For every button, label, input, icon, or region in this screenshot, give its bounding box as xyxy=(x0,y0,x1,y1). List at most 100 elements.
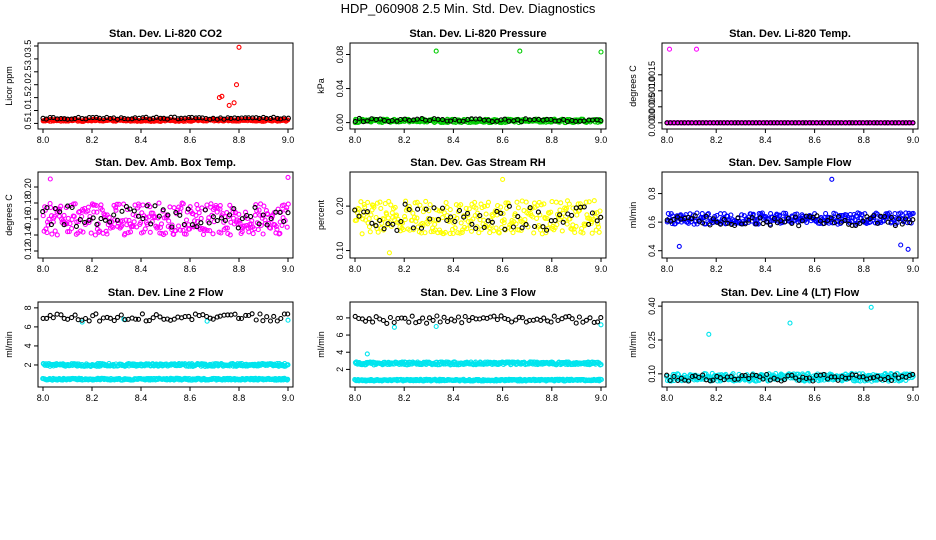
y-tick-label: 3.5 xyxy=(23,40,33,53)
data-point xyxy=(171,205,177,211)
data-point xyxy=(481,203,488,209)
data-point xyxy=(281,311,287,317)
data-point xyxy=(373,314,379,320)
data-point xyxy=(364,209,370,215)
data-point xyxy=(835,377,841,383)
x-tick-label: 8.8 xyxy=(233,135,246,145)
data-point xyxy=(586,215,592,221)
data-point xyxy=(125,230,131,236)
data-point xyxy=(512,211,518,217)
data-point xyxy=(543,230,549,236)
data-point xyxy=(134,224,140,230)
data-point xyxy=(147,204,153,210)
data-point xyxy=(529,205,535,211)
data-point xyxy=(598,377,604,383)
data-point xyxy=(86,217,92,223)
data-point xyxy=(885,219,891,225)
data-point xyxy=(40,209,46,215)
x-tick-label: 8.8 xyxy=(858,135,871,145)
data-point xyxy=(177,227,183,233)
data-point xyxy=(462,313,468,320)
y-tick-label: 0.18 xyxy=(23,194,33,212)
data-point xyxy=(817,218,823,224)
data-point xyxy=(548,116,554,123)
data-point xyxy=(253,202,259,208)
data-point xyxy=(52,228,58,234)
data-point xyxy=(767,222,773,228)
data-point xyxy=(452,318,458,324)
data-point xyxy=(472,199,478,205)
data-point xyxy=(267,318,274,324)
data-point xyxy=(513,221,519,227)
data-point xyxy=(598,322,604,328)
data-point xyxy=(246,229,252,235)
data-point xyxy=(232,311,238,317)
data-point xyxy=(218,230,224,236)
y-tick-label: 0.16 xyxy=(23,210,33,228)
data-point xyxy=(106,214,112,220)
x-tick-label: 9.0 xyxy=(595,393,608,403)
data-point xyxy=(768,120,774,126)
data-point xyxy=(595,319,601,325)
x-tick-label: 8.4 xyxy=(135,393,148,403)
y-tick-label: 0.04 xyxy=(335,80,345,98)
data-point xyxy=(810,378,816,384)
data-point xyxy=(206,220,212,226)
x-tick-label: 9.0 xyxy=(282,393,295,403)
data-point xyxy=(455,209,461,215)
data-point xyxy=(284,224,290,230)
data-point xyxy=(575,201,581,207)
data-point xyxy=(155,224,161,230)
chart-panel: Stan. Dev. Gas Stream RH percent 8.0 8.2 8.4… xyxy=(316,157,607,274)
data-point xyxy=(757,374,763,380)
data-point xyxy=(420,209,426,215)
plot-frame xyxy=(37,171,294,259)
data-point xyxy=(189,317,195,323)
data-point xyxy=(433,48,439,54)
data-point xyxy=(498,204,504,210)
data-point xyxy=(459,320,465,326)
data-point xyxy=(707,222,713,228)
x-tick-label: 8.2 xyxy=(398,135,411,145)
data-point xyxy=(392,204,398,210)
data-point xyxy=(120,218,126,224)
data-point xyxy=(678,120,684,126)
data-point xyxy=(459,229,465,235)
data-point xyxy=(218,215,225,221)
data-point xyxy=(581,204,587,210)
data-point xyxy=(466,206,472,212)
data-point xyxy=(93,202,99,208)
data-point xyxy=(238,315,245,322)
data-point xyxy=(910,371,916,377)
y-tick-label: 0.14 xyxy=(23,226,33,244)
data-point xyxy=(721,377,727,383)
data-point xyxy=(427,202,433,208)
data-point xyxy=(365,199,371,205)
data-point xyxy=(204,318,210,324)
data-point xyxy=(807,214,813,220)
data-point xyxy=(362,318,369,324)
y-tick-label: 4 xyxy=(335,350,345,355)
data-point xyxy=(139,311,145,317)
data-point xyxy=(239,216,245,222)
data-point xyxy=(874,220,880,226)
data-point xyxy=(686,378,692,384)
data-point xyxy=(450,230,456,237)
data-point xyxy=(402,214,408,220)
data-point xyxy=(82,219,88,226)
data-point xyxy=(236,211,242,217)
data-point xyxy=(70,362,76,368)
data-point xyxy=(439,117,446,123)
data-point xyxy=(589,210,595,216)
panel-title: Stan. Dev. Line 2 Flow xyxy=(108,287,224,299)
data-point xyxy=(44,205,50,211)
data-point xyxy=(818,120,824,126)
data-point xyxy=(285,362,291,368)
data-point xyxy=(128,224,134,230)
data-point xyxy=(476,230,482,236)
data-point xyxy=(557,212,563,218)
data-point xyxy=(419,220,425,226)
data-point xyxy=(441,210,447,216)
data-point xyxy=(538,202,544,208)
data-point xyxy=(665,211,671,217)
